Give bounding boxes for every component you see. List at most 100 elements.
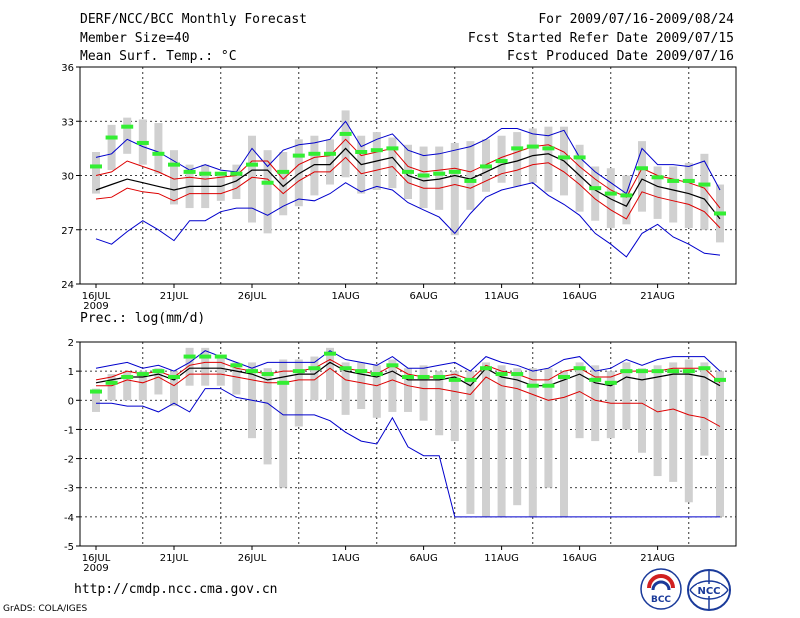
marker-point xyxy=(339,131,352,136)
ensemble-box xyxy=(450,142,459,236)
marker-point xyxy=(121,124,134,129)
ncc-logo-text: NCC xyxy=(697,586,720,597)
y-tick-label: -5 xyxy=(64,542,74,553)
ensemble-box xyxy=(669,362,678,482)
ensemble-box xyxy=(575,144,584,212)
marker-point xyxy=(370,372,383,377)
x-tick-label: 6AUG xyxy=(409,291,437,302)
forecast-started-date: Fcst Started Refer Date 2009/07/15 xyxy=(467,31,734,46)
member-size: Member Size=40 xyxy=(80,31,190,46)
x-tick-label: 21JUL xyxy=(160,291,189,302)
bcc-logo: BCC xyxy=(640,568,682,610)
y-tick-label: -2 xyxy=(64,455,74,466)
ensemble-box xyxy=(154,123,163,174)
marker-point xyxy=(230,171,243,176)
series-min-line xyxy=(95,182,721,258)
marker-point xyxy=(261,372,274,377)
ensemble-box xyxy=(341,362,350,415)
marker-point xyxy=(277,169,290,174)
marker-point xyxy=(480,366,492,371)
y-tick-label: 0 xyxy=(68,396,74,407)
forecast-period: For 2009/07/16-2009/08/24 xyxy=(538,12,734,27)
series-lower-line xyxy=(96,367,721,427)
marker-point xyxy=(589,186,602,191)
grads-credit: GrADS: COLA/IGES xyxy=(3,604,88,614)
bcc-logo-text: BCC xyxy=(651,595,671,605)
marker-point xyxy=(136,140,149,145)
ensemble-box xyxy=(357,362,366,410)
marker-point xyxy=(292,369,305,374)
marker-point xyxy=(558,374,570,379)
x-tick-year-label: 2009 xyxy=(83,563,108,574)
precipitation-variable-label: Prec.: log(mm/d) xyxy=(80,311,205,326)
series-upper-line xyxy=(95,358,721,384)
ensemble-box xyxy=(653,365,662,477)
marker-point xyxy=(651,175,664,180)
ensemble-box xyxy=(326,347,334,401)
marker-point xyxy=(573,366,586,371)
marker-point xyxy=(324,151,336,156)
marker-point xyxy=(511,372,524,377)
marker-point xyxy=(573,155,586,160)
ensemble-box xyxy=(107,374,116,401)
marker-point xyxy=(511,146,524,151)
ensemble-box xyxy=(123,117,132,154)
ensemble-box xyxy=(497,365,506,517)
x-tick-label: 11AUG xyxy=(484,553,519,564)
ensemble-box xyxy=(216,356,225,386)
marker-point xyxy=(433,374,446,379)
ensemble-box xyxy=(372,365,381,418)
x-tick-label: 6AUG xyxy=(409,553,437,564)
marker-point xyxy=(417,173,430,178)
forecast-title: DERF/NCC/BCC Monthly Forecast xyxy=(80,12,307,27)
y-tick-label: 27 xyxy=(61,226,74,237)
ensemble-box xyxy=(92,151,100,194)
ensemble-box xyxy=(170,150,178,205)
marker-point xyxy=(667,369,680,374)
marker-point xyxy=(448,169,461,174)
x-tick-label: 11AUG xyxy=(484,291,519,302)
ensemble-box xyxy=(591,365,600,442)
x-tick-label: 16AUG xyxy=(562,291,597,302)
marker-point xyxy=(526,383,539,388)
ensemble-box xyxy=(310,356,319,401)
marker-point xyxy=(246,369,258,374)
x-tick-label: 1AUG xyxy=(331,291,359,302)
ensemble-box xyxy=(700,153,709,230)
marker-point xyxy=(168,162,180,167)
marker-point xyxy=(105,380,118,385)
ensemble-box xyxy=(450,371,459,442)
marker-point xyxy=(199,354,212,359)
ensemble-box xyxy=(466,371,475,514)
ensemble-box xyxy=(684,162,693,228)
marker-point xyxy=(417,374,430,379)
marker-point xyxy=(682,178,695,183)
ensemble-box xyxy=(716,371,724,517)
marker-point xyxy=(402,374,414,379)
ensemble-box xyxy=(513,368,522,506)
marker-point xyxy=(651,369,664,374)
marker-point xyxy=(620,369,633,374)
ensemble-box xyxy=(294,359,303,427)
ensemble-box xyxy=(201,347,210,386)
ensemble-box xyxy=(513,132,522,187)
marker-point xyxy=(183,354,196,359)
marker-point xyxy=(464,178,477,183)
y-tick-label: 2 xyxy=(68,338,74,349)
marker-point xyxy=(698,366,711,371)
marker-point xyxy=(604,191,617,196)
source-url[interactable]: http://cmdp.ncc.cma.gov.cn xyxy=(74,582,278,597)
marker-point xyxy=(370,148,383,153)
y-tick-label: -4 xyxy=(64,513,74,524)
ensemble-box xyxy=(248,135,256,223)
ensemble-box xyxy=(528,368,537,517)
ensemble-box xyxy=(263,150,272,234)
y-tick-label: 1 xyxy=(68,367,74,378)
ensemble-box xyxy=(232,164,241,200)
ensemble-box xyxy=(123,371,132,401)
marker-point xyxy=(386,363,399,368)
marker-point xyxy=(636,369,648,374)
y-tick-label: -3 xyxy=(64,484,74,495)
